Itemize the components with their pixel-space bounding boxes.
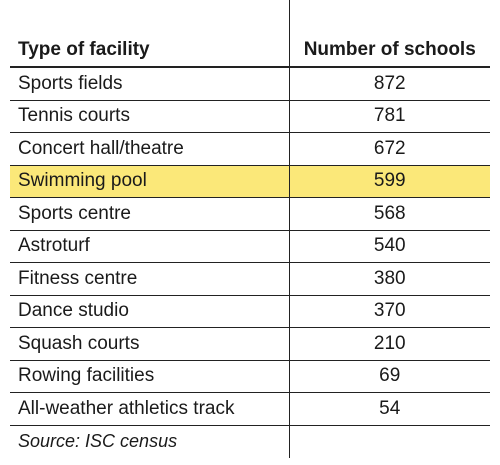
column-header-schools: Number of schools	[288, 34, 490, 68]
facility-cell: Fitness centre	[10, 262, 289, 296]
table-body: Sports fields 872 Tennis courts 781 Concert …	[10, 67, 490, 458]
table-row: Tennis courts 781	[10, 100, 490, 133]
table-row: Dance studio 370	[10, 295, 490, 328]
table-row: Sports fields 872	[10, 67, 490, 101]
schools-count-cell: 69	[288, 360, 490, 393]
table-row: Rowing facilities 69	[10, 360, 490, 393]
facility-cell: Sports centre	[10, 197, 289, 231]
schools-count-cell: 568	[288, 197, 490, 231]
schools-count-cell: 54	[288, 392, 490, 426]
facility-cell: Squash courts	[10, 327, 289, 361]
schools-count-cell: 210	[288, 327, 490, 361]
facility-cell: Dance studio	[10, 295, 289, 328]
schools-count-cell: 781	[288, 100, 490, 133]
spacer-row	[10, 0, 490, 34]
schools-count-cell: 380	[288, 262, 490, 296]
header-row: Type of facility Number of schools	[10, 34, 490, 68]
column-header-facility: Type of facility	[10, 34, 289, 68]
table-row: Swimming pool 599	[10, 165, 490, 198]
facility-cell: Swimming pool	[10, 165, 289, 198]
schools-count-cell: 599	[288, 165, 490, 198]
facility-cell: Sports fields	[10, 67, 289, 101]
facility-cell: Concert hall/theatre	[10, 132, 289, 166]
schools-count-cell: 872	[288, 67, 490, 101]
facility-cell: Astroturf	[10, 230, 289, 263]
facility-cell: All-weather athletics track	[10, 392, 289, 426]
source-row: Source: ISC census	[10, 425, 490, 458]
facility-cell: Rowing facilities	[10, 360, 289, 393]
source-note: Source: ISC census	[18, 431, 178, 451]
facilities-table: Type of facility Number of schools Sport…	[10, 0, 490, 458]
table-row: Fitness centre 380	[10, 262, 490, 296]
schools-count-cell: 370	[288, 295, 490, 328]
table-row: All-weather athletics track 54	[10, 392, 490, 426]
table-row: Sports centre 568	[10, 197, 490, 231]
facility-cell: Tennis courts	[10, 100, 289, 133]
table-row: Concert hall/theatre 672	[10, 132, 490, 166]
schools-count-cell: 540	[288, 230, 490, 263]
schools-count-cell: 672	[288, 132, 490, 166]
table-row: Squash courts 210	[10, 327, 490, 361]
table-row: Astroturf 540	[10, 230, 490, 263]
